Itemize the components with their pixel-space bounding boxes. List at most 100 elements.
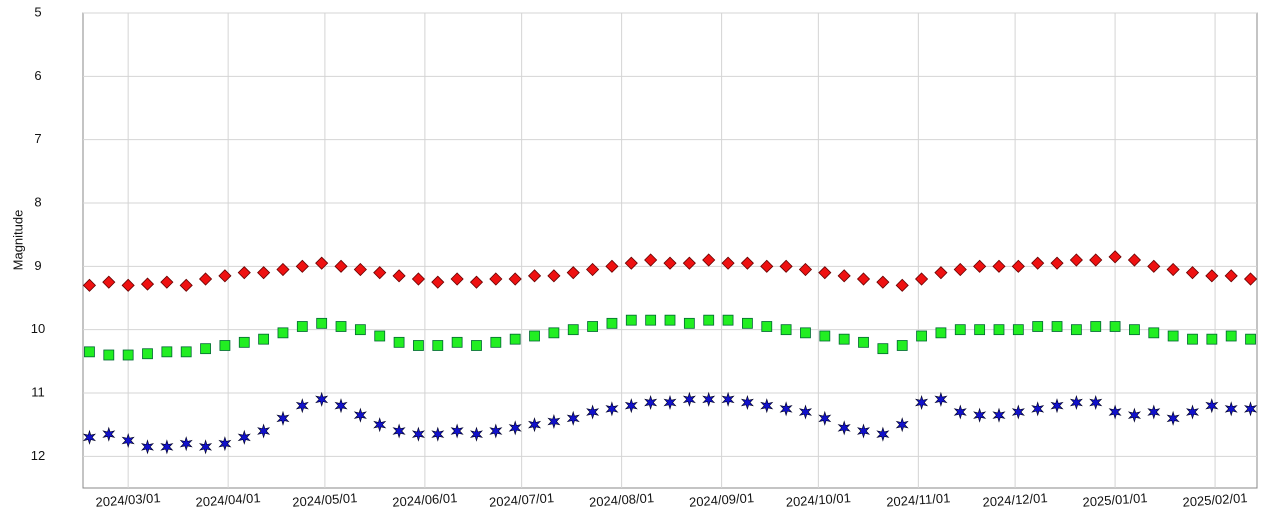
point (471, 340, 482, 351)
point (142, 348, 153, 360)
point (296, 321, 308, 332)
point (895, 417, 909, 433)
point (122, 349, 134, 361)
point (722, 314, 734, 326)
point (934, 266, 948, 280)
point (1129, 324, 1140, 336)
x-tick-label: 2024/09/01 (689, 490, 755, 510)
y-tick-label: 5 (34, 4, 41, 19)
point (1147, 404, 1161, 420)
point (1166, 262, 1180, 277)
point (528, 417, 542, 433)
point (895, 278, 909, 292)
x-tick-label: 2024/08/01 (589, 490, 655, 510)
point (779, 401, 793, 417)
point (102, 275, 116, 289)
point (1205, 398, 1219, 414)
point (1224, 401, 1238, 417)
point (1147, 259, 1161, 273)
point (760, 259, 774, 273)
point (276, 410, 290, 426)
y-tick-label: 11 (31, 384, 45, 399)
x-tick-label: 2024/03/01 (95, 490, 161, 510)
point (373, 266, 387, 280)
point (915, 272, 929, 286)
point (1127, 253, 1142, 267)
point (1069, 394, 1083, 411)
point (587, 321, 598, 332)
point (605, 401, 619, 417)
point (508, 420, 522, 436)
point (819, 330, 831, 342)
point (818, 410, 832, 426)
point (140, 277, 155, 291)
point (876, 426, 890, 442)
point (1012, 324, 1024, 336)
point (432, 340, 444, 351)
point (413, 340, 424, 351)
point (818, 266, 832, 280)
point (1225, 330, 1237, 342)
point (837, 420, 851, 436)
point (489, 423, 503, 439)
point (334, 398, 348, 414)
point (721, 256, 735, 270)
point (974, 324, 986, 336)
point (411, 426, 426, 442)
point (1031, 256, 1045, 270)
point (663, 256, 677, 270)
point (702, 391, 716, 407)
point (509, 333, 521, 345)
point (1127, 407, 1142, 423)
point (373, 417, 387, 433)
y-tick-label: 6 (34, 68, 41, 83)
point (257, 423, 271, 439)
point (277, 327, 289, 339)
point (935, 327, 947, 339)
x-tick-label: 2025/01/01 (1082, 490, 1148, 510)
point (858, 336, 869, 348)
point (1032, 321, 1044, 332)
x-tick-label: 2024/11/01 (886, 490, 951, 509)
point (953, 262, 967, 277)
point (237, 266, 251, 280)
point (1051, 321, 1063, 332)
y-tick-label: 9 (34, 258, 41, 273)
point (450, 423, 464, 439)
point (586, 262, 600, 277)
point (548, 327, 560, 339)
point (450, 272, 464, 286)
point (219, 340, 231, 351)
point (1167, 330, 1179, 342)
point (740, 256, 754, 270)
point (915, 394, 929, 411)
point (257, 266, 271, 280)
point (721, 391, 735, 407)
point (200, 343, 211, 355)
point (779, 259, 793, 273)
point (973, 407, 987, 423)
x-tick-label: 2025/02/01 (1182, 490, 1248, 510)
point (431, 426, 445, 442)
x-tick-label: 2024/05/01 (292, 490, 358, 510)
y-axis-label: Magnitude (10, 210, 25, 271)
point (334, 259, 348, 273)
x-tick-label: 2024/12/01 (982, 490, 1048, 510)
point (508, 272, 522, 286)
point (567, 324, 579, 336)
point (566, 266, 580, 280)
point (392, 269, 406, 283)
point (1108, 250, 1122, 264)
point (644, 394, 658, 411)
point (1244, 401, 1258, 417)
point (780, 324, 792, 336)
point (469, 275, 484, 289)
point (625, 314, 637, 326)
point (682, 391, 696, 407)
x-tick-label: 2024/07/01 (489, 490, 555, 510)
point (663, 394, 677, 411)
point (179, 436, 193, 452)
point (102, 426, 116, 442)
point (141, 439, 154, 455)
point (218, 269, 232, 283)
